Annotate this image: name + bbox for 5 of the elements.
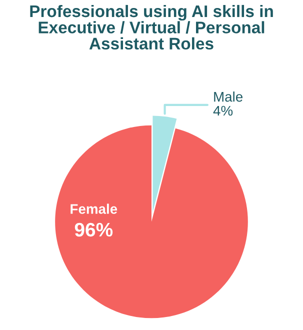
chart-title: Professionals using AI skills in Executive / Virtual / Personal Assistant Roles: [30, 4, 273, 50]
slice-label: Female: [70, 204, 118, 214]
data-label: 4%: [213, 106, 233, 116]
slice-label: Male: [214, 92, 242, 102]
data-label: 96%: [74, 222, 113, 237]
